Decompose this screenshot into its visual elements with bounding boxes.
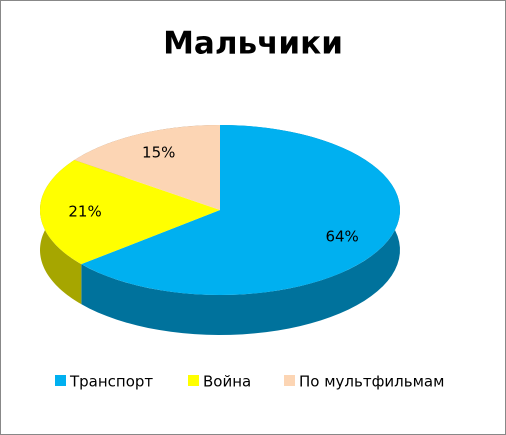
data-label: 21% [68, 203, 101, 221]
legend-swatch [284, 375, 295, 386]
pie-slice [40, 160, 221, 265]
chart-title: Мальчики [163, 26, 343, 62]
legend-label: Транспорт [69, 373, 153, 391]
legend-label: Война [203, 373, 251, 391]
data-label: 15% [142, 144, 175, 162]
pie-slice [81, 125, 400, 295]
pie-slice [74, 125, 220, 210]
data-label: 64% [325, 228, 358, 246]
legend-label: По мультфильмам [299, 373, 444, 391]
legend-swatch [188, 375, 199, 386]
legend-swatch [55, 375, 66, 386]
